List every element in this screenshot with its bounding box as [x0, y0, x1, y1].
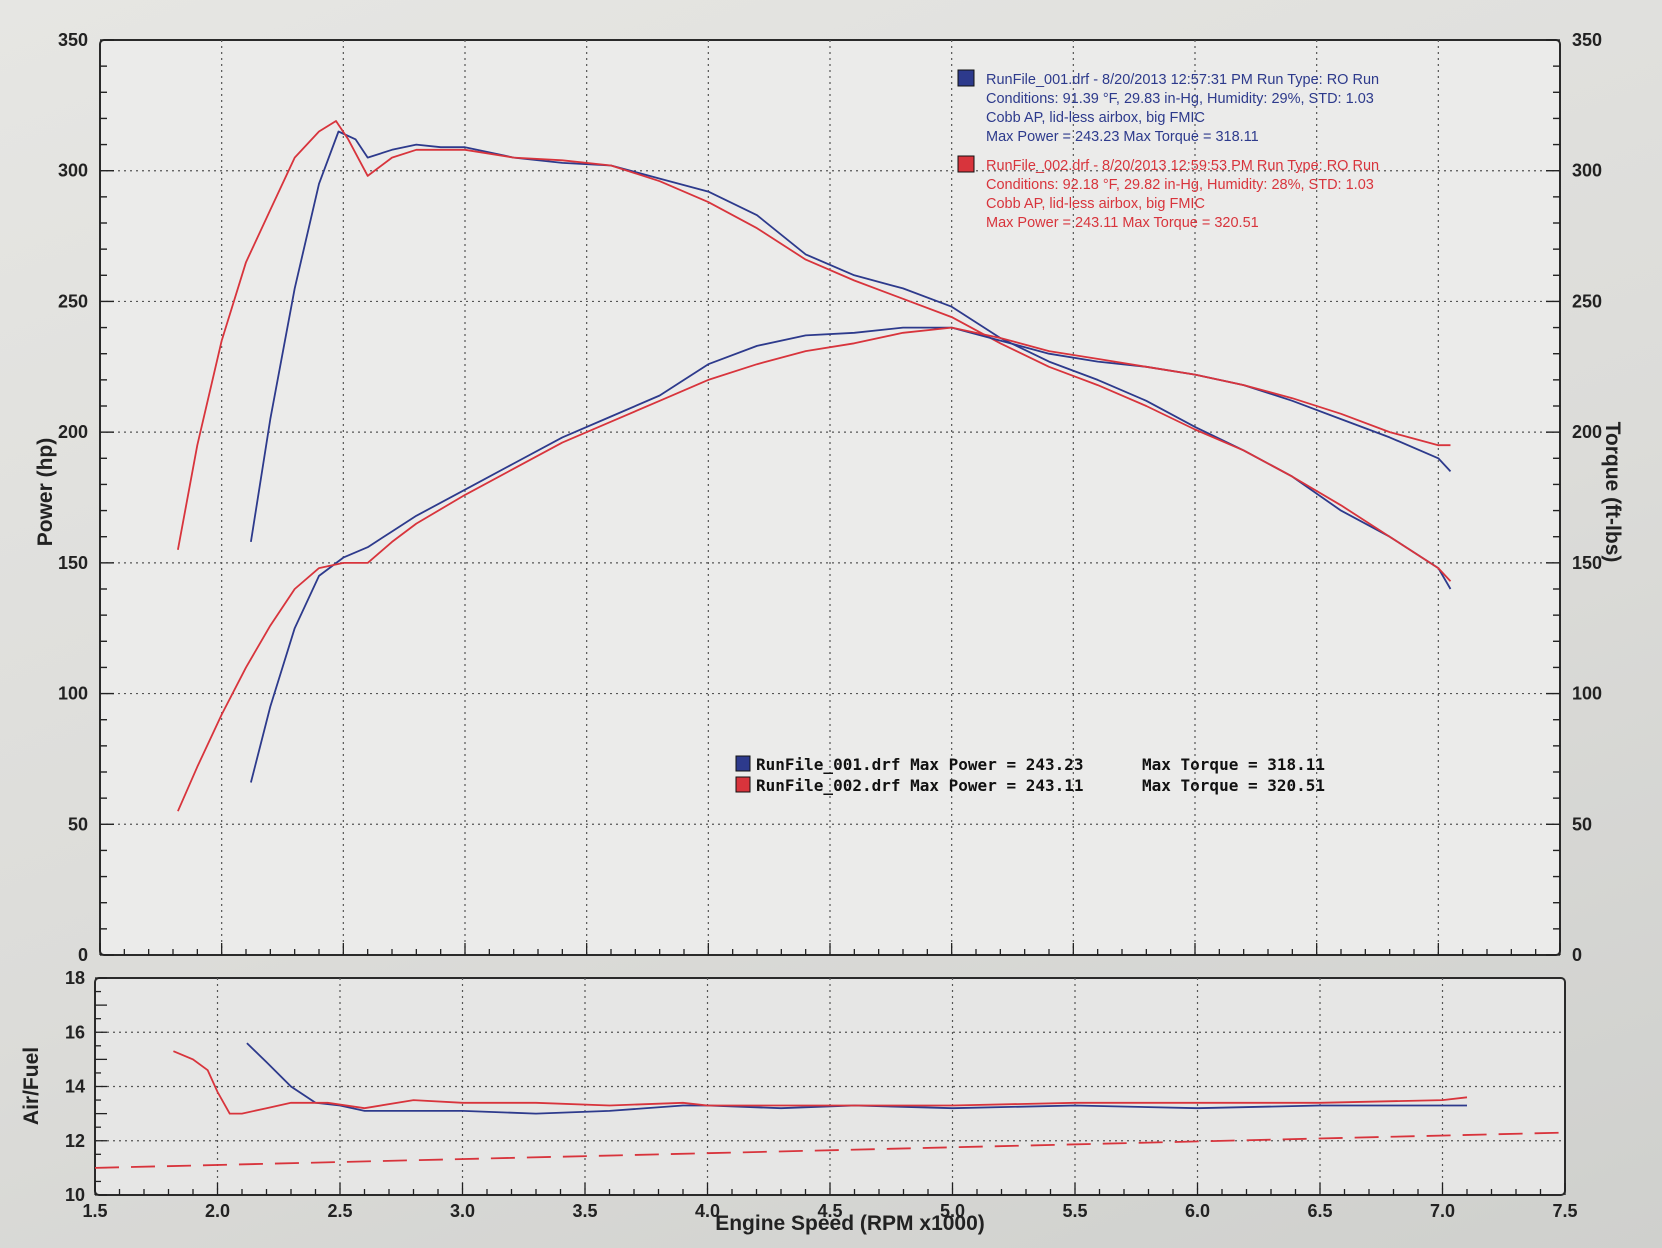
rpm-tick-label: 7.0	[1430, 1201, 1455, 1221]
top-plot-series	[177, 120, 1452, 812]
summary-power-text: RunFile_001.drf Max Power = 243.23	[756, 755, 1084, 774]
rpm-tick-label: 2.0	[205, 1201, 230, 1221]
rpm-tick-label: 6.0	[1185, 1201, 1210, 1221]
power-tick-label: 300	[58, 161, 88, 181]
legend-line: Max Power = 243.23 Max Torque = 318.11	[986, 129, 1259, 145]
power-tick-label: 250	[58, 291, 88, 311]
legend-line: Max Power = 243.11 Max Torque = 320.51	[986, 215, 1259, 231]
afr-line-2	[173, 1050, 1468, 1115]
torque-tick-label: 350	[1572, 30, 1602, 50]
torque-tick-label: 0	[1572, 945, 1582, 965]
power-tick-label: 0	[78, 945, 88, 965]
afr-plot-ticks	[94, 977, 1566, 1196]
legend-line: RunFile_001.drf - 8/20/2013 12:57:31 PM …	[986, 72, 1379, 88]
run-legend: RunFile_001.drf - 8/20/2013 12:57:31 PM …	[957, 69, 1379, 231]
afr-axis-title: Air/Fuel	[20, 1047, 43, 1125]
power-line-run-2	[177, 326, 1451, 812]
power-axis-title: Power (hp)	[34, 438, 57, 547]
rpm-tick-label: 3.5	[572, 1201, 597, 1221]
torque-line-run-2	[177, 120, 1452, 582]
torque-tick-label: 300	[1572, 161, 1602, 181]
torque-tick-label: 50	[1572, 814, 1592, 834]
torque-tick-label: 150	[1572, 553, 1602, 573]
power-tick-label: 150	[58, 553, 88, 573]
power-tick-label: 200	[58, 422, 88, 442]
torque-tick-label: 200	[1572, 422, 1602, 442]
afr-tick-label: 18	[65, 968, 85, 988]
rpm-tick-label: 6.5	[1307, 1201, 1332, 1221]
power-tick-label: 350	[58, 30, 88, 50]
rpm-tick-label: 1.5	[82, 1201, 107, 1221]
summary-swatch	[735, 776, 751, 793]
power-tick-label: 100	[58, 684, 88, 704]
afr-tick-label: 16	[65, 1022, 85, 1042]
legend-line: Cobb AP, lid-less airbox, big FMIC	[986, 110, 1205, 126]
rpm-tick-label: 2.5	[327, 1201, 352, 1221]
legend-line: Conditions: 91.39 °F, 29.83 in-Hg, Humid…	[986, 91, 1374, 107]
torque-tick-label: 100	[1572, 684, 1602, 704]
rpm-tick-label: 3.0	[450, 1201, 475, 1221]
rpm-tick-label: 4.0	[695, 1201, 720, 1221]
summary-torque-text: Max Torque = 318.11	[1142, 755, 1325, 774]
legend-line: Conditions: 92.18 °F, 29.82 in-Hg, Humid…	[986, 177, 1374, 193]
top-plot-ticks	[99, 39, 1561, 956]
summary-torque-text: Max Torque = 320.51	[1142, 776, 1325, 795]
rpm-tick-label: 5.0	[940, 1201, 965, 1221]
afr-tick-label: 10	[65, 1185, 85, 1205]
run-summary: RunFile_001.drf Max Power = 243.23 Max To…	[735, 755, 1325, 795]
rpm-tick-label: 5.5	[1062, 1201, 1087, 1221]
x-axis-title: Engine Speed (RPM x1000)	[715, 1212, 985, 1235]
axis-labels: 0 50 100 150 200 250 300 350 0 50 100 150 200 250 300 3…	[58, 30, 1602, 1221]
afr-tick-label: 14	[65, 1077, 85, 1097]
rpm-tick-label: 7.5	[1552, 1201, 1577, 1221]
afr-plot-series	[94, 1042, 1566, 1169]
legend-line: Cobb AP, lid-less airbox, big FMIC	[986, 196, 1205, 212]
legend-line: RunFile_002.drf - 8/20/2013 12:59:53 PM …	[986, 158, 1379, 174]
torque-axis-title: Torque (ft-lbs)	[1601, 422, 1624, 563]
afr-line-reference	[94, 1131, 1566, 1169]
summary-power-text: RunFile_002.drf Max Power = 243.11	[756, 776, 1084, 795]
rpm-tick-label: 4.5	[817, 1201, 842, 1221]
legend-swatch	[957, 155, 975, 173]
afr-tick-label: 12	[65, 1131, 85, 1151]
power-tick-label: 50	[68, 814, 88, 834]
legend-swatch	[957, 69, 975, 87]
torque-tick-label: 250	[1572, 291, 1602, 311]
summary-swatch	[735, 755, 751, 772]
top-plot-grid	[100, 40, 1560, 955]
